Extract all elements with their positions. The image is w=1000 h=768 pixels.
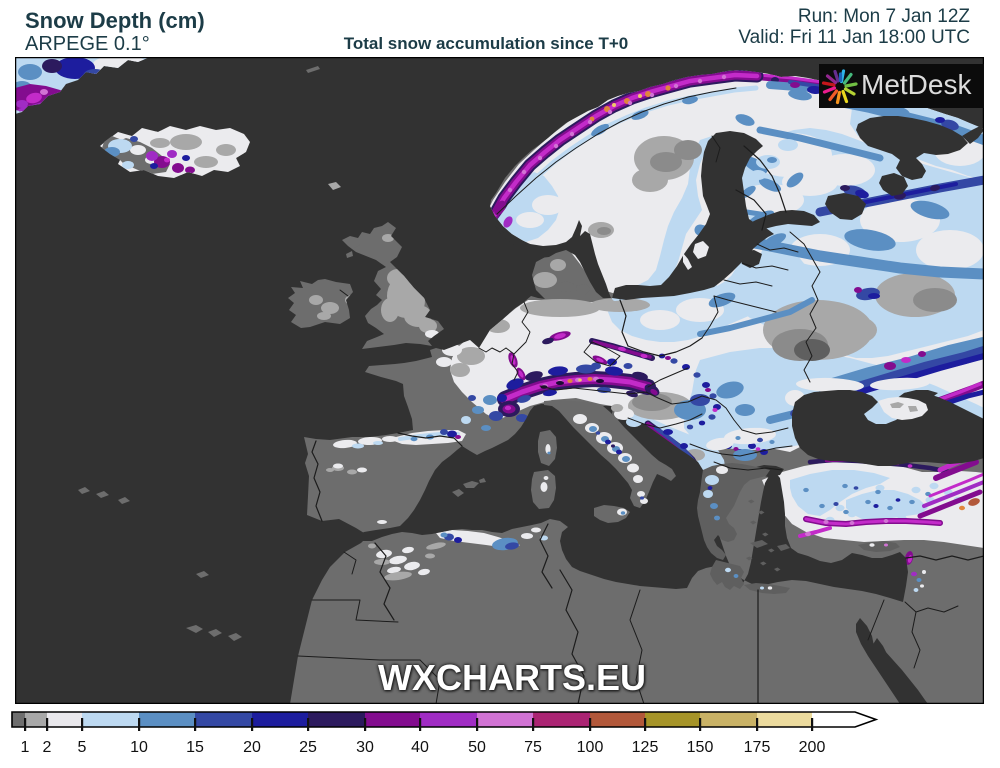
svg-text:25: 25 bbox=[299, 739, 317, 756]
svg-text:30: 30 bbox=[356, 739, 374, 756]
svg-text:10: 10 bbox=[130, 739, 148, 756]
svg-text:40: 40 bbox=[411, 739, 429, 756]
svg-text:125: 125 bbox=[632, 739, 659, 756]
svg-text:2: 2 bbox=[43, 739, 52, 756]
svg-text:20: 20 bbox=[243, 739, 261, 756]
svg-text:15: 15 bbox=[186, 739, 204, 756]
svg-text:75: 75 bbox=[524, 739, 542, 756]
svg-text:100: 100 bbox=[577, 739, 604, 756]
svg-text:200: 200 bbox=[799, 739, 826, 756]
svg-text:150: 150 bbox=[687, 739, 714, 756]
svg-text:1: 1 bbox=[21, 739, 30, 756]
svg-text:175: 175 bbox=[744, 739, 771, 756]
svg-text:50: 50 bbox=[468, 739, 486, 756]
svg-text:5: 5 bbox=[78, 739, 87, 756]
